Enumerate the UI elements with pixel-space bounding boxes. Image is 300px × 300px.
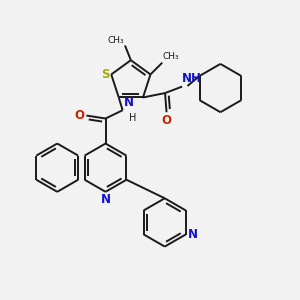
Text: O: O (75, 109, 85, 122)
Text: CH₃: CH₃ (108, 36, 124, 45)
Text: N: N (188, 228, 197, 241)
Text: H: H (128, 112, 136, 123)
Text: NH: NH (182, 72, 202, 85)
Text: N: N (124, 96, 134, 109)
Text: S: S (101, 68, 110, 81)
Text: O: O (161, 114, 172, 127)
Text: CH₃: CH₃ (163, 52, 179, 62)
Text: N: N (101, 193, 111, 206)
